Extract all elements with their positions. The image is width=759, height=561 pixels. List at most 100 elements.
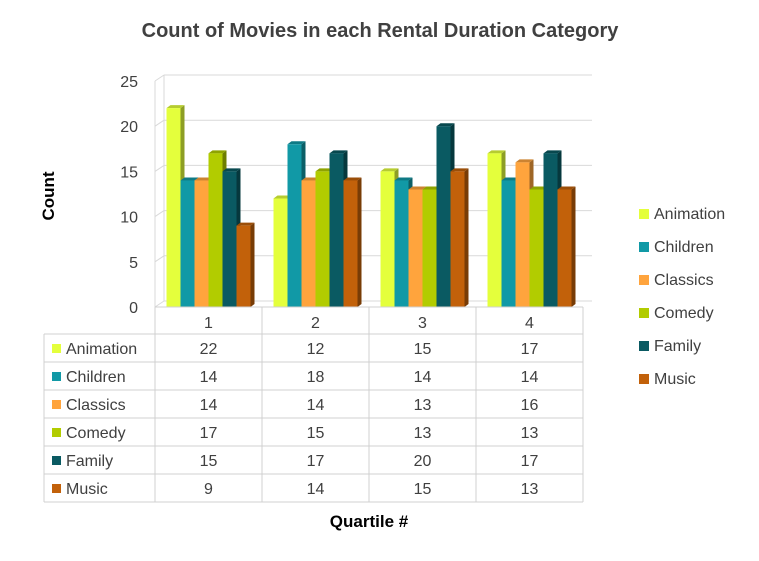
- bar-top: [394, 177, 413, 181]
- y-tick-label: 10: [120, 210, 138, 227]
- table-legend-key: [52, 456, 61, 465]
- bar-top: [436, 123, 455, 127]
- bar: [408, 189, 423, 307]
- table-row-label: Children: [66, 369, 126, 386]
- bar: [529, 189, 544, 307]
- bar-side: [571, 186, 576, 307]
- bar-top: [329, 150, 348, 154]
- x-tick-label: 3: [418, 315, 427, 332]
- data-label: 12: [307, 341, 325, 358]
- data-label: 14: [307, 397, 325, 414]
- bar: [166, 108, 181, 308]
- bar-top: [450, 168, 469, 172]
- legend-key: [639, 275, 649, 285]
- y-axis-ticks: 0 5 10 15 20 25: [120, 74, 138, 317]
- bar: [301, 180, 316, 307]
- x-tick-label: 1: [204, 315, 213, 332]
- bar: [236, 225, 251, 307]
- bar: [380, 171, 395, 307]
- table-legend-key: [52, 400, 61, 409]
- table-row-label: Family: [66, 453, 113, 470]
- legend-key: [639, 209, 649, 219]
- x-axis-title: Quartile #: [330, 512, 409, 531]
- bar-top: [529, 186, 548, 190]
- bar-side: [357, 177, 362, 307]
- data-label: 14: [200, 397, 218, 414]
- table-row-label: Classics: [66, 397, 126, 414]
- bar: [329, 153, 344, 307]
- table-legend-key: [52, 372, 61, 381]
- bar-side: [464, 168, 469, 307]
- legend-key: [639, 374, 649, 384]
- table-legend-key: [52, 484, 61, 493]
- bars: [166, 105, 576, 308]
- data-label: 17: [521, 341, 539, 358]
- legend-label: Children: [654, 239, 714, 256]
- data-label: 17: [307, 453, 325, 470]
- data-label: 22: [200, 341, 218, 358]
- bar: [487, 153, 502, 307]
- x-tick-label: 4: [525, 315, 534, 332]
- bar: [394, 180, 409, 307]
- bar-side: [250, 222, 255, 307]
- bar: [501, 180, 516, 307]
- data-label: 14: [307, 481, 325, 498]
- bar-top: [180, 177, 199, 181]
- gridline-side: [154, 255, 165, 263]
- data-label: 15: [307, 425, 325, 442]
- table-row-label: Music: [66, 481, 108, 498]
- bar-top: [236, 222, 255, 226]
- bar: [422, 189, 437, 307]
- bar-top: [515, 159, 534, 163]
- data-label: 13: [521, 481, 539, 498]
- table-legend-key: [52, 344, 61, 353]
- bar: [557, 189, 572, 307]
- data-label: 17: [200, 425, 218, 442]
- bar-top: [166, 105, 185, 109]
- data-label: 13: [521, 425, 539, 442]
- table-row-label: Comedy: [66, 425, 126, 442]
- legend-key: [639, 242, 649, 252]
- gridline-side: [154, 74, 165, 82]
- bar-top: [422, 186, 441, 190]
- data-label: 13: [414, 425, 432, 442]
- bar-top: [408, 186, 427, 190]
- gridline-side: [154, 164, 165, 172]
- data-label: 15: [414, 481, 432, 498]
- bar: [436, 126, 451, 307]
- data-label: 14: [521, 369, 539, 386]
- y-tick-label: 20: [120, 119, 138, 136]
- bar: [222, 171, 237, 307]
- x-tick-label: 2: [311, 315, 320, 332]
- table-row-label: Animation: [66, 341, 137, 358]
- data-label: 9: [204, 481, 213, 498]
- data-label: 14: [414, 369, 432, 386]
- y-axis-title: Count: [39, 171, 58, 220]
- legend-label: Classics: [654, 272, 714, 289]
- bar-top: [343, 177, 362, 181]
- data-label: 20: [414, 453, 432, 470]
- chart-title: Count of Movies in each Rental Duration …: [142, 20, 620, 42]
- y-tick-label: 0: [129, 300, 138, 317]
- gridline-side: [154, 210, 165, 218]
- data-label: 18: [307, 369, 325, 386]
- bar-top: [222, 168, 241, 172]
- bar-top: [487, 150, 506, 154]
- legend: Animation Children Classics Comedy Family Mus…: [639, 206, 725, 388]
- bar-top: [287, 141, 306, 145]
- bar-top: [301, 177, 320, 181]
- legend-key: [639, 308, 649, 318]
- bar: [287, 144, 302, 307]
- gridline-side: [154, 119, 165, 127]
- bar-top: [194, 177, 213, 181]
- y-tick-label: 5: [129, 255, 138, 272]
- bar-top: [543, 150, 562, 154]
- bar: [208, 153, 223, 307]
- data-label: 15: [414, 341, 432, 358]
- data-label: 13: [414, 397, 432, 414]
- table-legend-key: [52, 428, 61, 437]
- bar-top: [380, 168, 399, 172]
- data-label: 17: [521, 453, 539, 470]
- legend-label: Music: [654, 371, 696, 388]
